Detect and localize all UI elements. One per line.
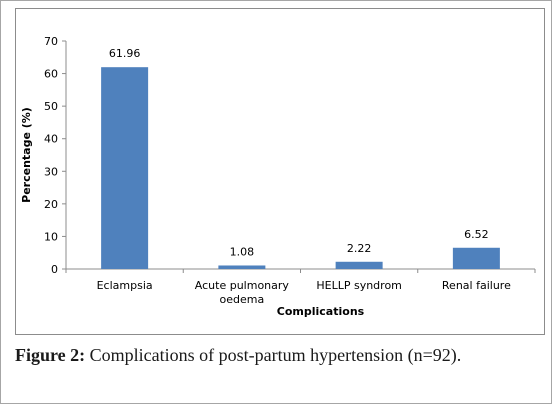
category-label: HELLP syndrom (316, 279, 402, 292)
y-tick-label: 50 (44, 100, 58, 113)
bar (218, 265, 266, 269)
y-tick-label: 0 (51, 263, 58, 276)
y-tick-label: 40 (44, 133, 58, 146)
category-label: Eclampsia (97, 279, 153, 292)
value-label-group: 61.96 1.08 2.22 6.52 (109, 47, 489, 258)
category-label: Renal failure (442, 279, 511, 292)
bar (101, 67, 149, 269)
bar (452, 247, 500, 269)
data-label: 61.96 (109, 47, 141, 60)
y-tick-group: 0 10 20 30 40 50 60 70 (44, 35, 66, 276)
caption-text: Complications of post-partum hypertensio… (85, 345, 462, 365)
figure-caption: Figure 2: Complications of post-partum h… (15, 345, 461, 366)
category-label: Acute pulmonary (195, 279, 290, 292)
y-tick-label: 70 (44, 35, 58, 48)
bar-group (101, 67, 500, 269)
y-axis-title: Percentage (%) (20, 107, 33, 203)
y-tick-label: 30 (44, 165, 58, 178)
y-tick-label: 20 (44, 198, 58, 211)
data-label: 2.22 (347, 242, 372, 255)
x-axis-title: Complications (277, 305, 365, 318)
y-tick-label: 10 (44, 230, 58, 243)
category-label: oedema (220, 293, 265, 306)
y-tick-label: 60 (44, 68, 58, 81)
bar (335, 261, 383, 269)
x-tick-group (65, 269, 536, 273)
caption-lead: Figure 2: (15, 345, 86, 365)
data-label: 6.52 (464, 228, 489, 241)
bar-chart: 0 10 20 30 40 50 60 70 61.96 1.08 2.22 6.52 Eclamp… (20, 35, 536, 318)
chart-area: 0 10 20 30 40 50 60 70 61.96 1.08 2.22 6.52 Eclamp… (15, 8, 545, 335)
data-label: 1.08 (230, 245, 255, 258)
